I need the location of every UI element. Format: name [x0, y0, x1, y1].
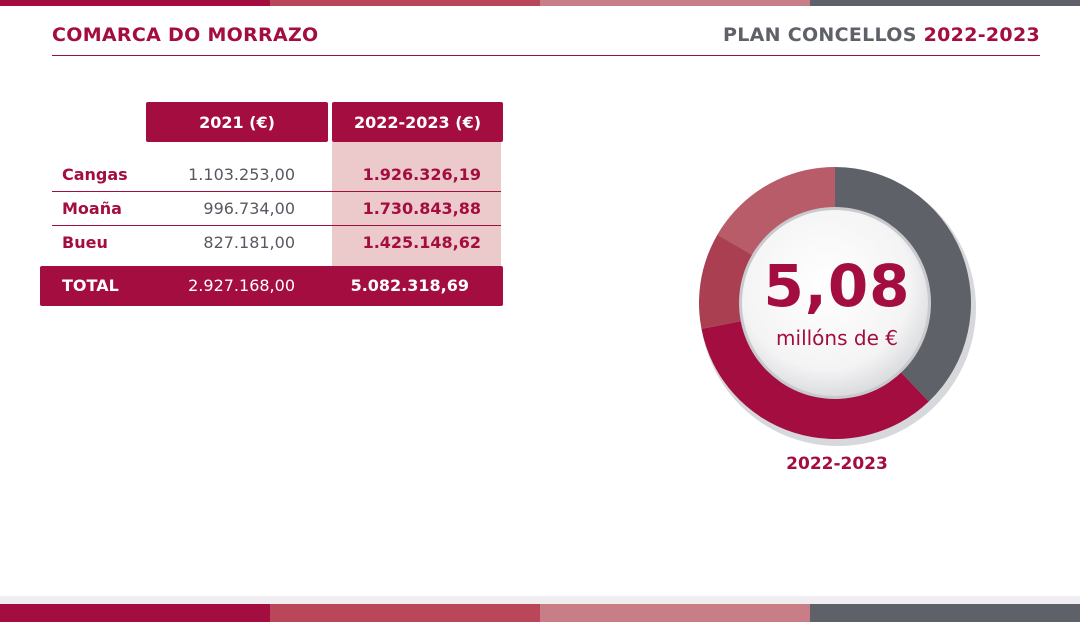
chart-year-label: 2022-2023 [786, 454, 888, 474]
donut-hole [742, 210, 928, 396]
total-amount-unit: millóns de € [776, 326, 898, 350]
stripe-segment [0, 604, 270, 622]
plan-title-label: PLAN CONCELLOS [722, 24, 917, 46]
donut-chart-svg [699, 167, 976, 446]
plan-title-year: 2022-2023 [923, 24, 1040, 46]
stripe-segment [540, 604, 810, 622]
table-row: Cangas 1.103.253,00 1.926.326,19 [52, 158, 503, 192]
row-name: Cangas [62, 165, 128, 184]
header-divider [52, 55, 1040, 56]
row-name: Moaña [62, 199, 122, 218]
top-color-stripe [0, 0, 1080, 6]
row-value-2021: 1.103.253,00 [188, 165, 295, 184]
total-label: TOTAL [62, 276, 119, 295]
total-value-2022-2023: 5.082.318,69 [350, 276, 469, 295]
column-header-2022-2023: 2022-2023 (€) [332, 102, 503, 142]
total-amount-value: 5,08 [763, 252, 911, 320]
stripe-segment [540, 0, 810, 6]
plan-title: PLAN CONCELLOS 2022-2023 [723, 24, 1040, 46]
stripe-segment [270, 604, 540, 622]
total-row: TOTAL 2.927.168,00 5.082.318,69 [40, 266, 503, 306]
row-value-2022-2023: 1.425.148,62 [362, 233, 481, 252]
table-row: Moaña 996.734,00 1.730.843,88 [52, 192, 503, 226]
highlight-column [332, 142, 501, 268]
row-name: Bueu [62, 233, 108, 252]
column-header-2021: 2021 (€) [146, 102, 328, 142]
stripe-segment [810, 604, 1080, 622]
row-value-2021: 827.181,00 [203, 233, 295, 252]
row-value-2022-2023: 1.926.326,19 [362, 165, 481, 184]
row-value-2021: 996.734,00 [203, 199, 295, 218]
stripe-segment [0, 0, 270, 6]
row-divider [52, 225, 501, 226]
region-title: COMARCA DO MORRAZO [52, 24, 319, 46]
table-row: Bueu 827.181,00 1.425.148,62 [52, 226, 503, 260]
total-value-2021: 2.927.168,00 [188, 276, 295, 295]
row-divider [52, 191, 501, 192]
donut-chart: 5,08 millóns de € [692, 160, 982, 450]
footer-band [0, 596, 1080, 604]
bottom-color-stripe [0, 604, 1080, 622]
row-value-2022-2023: 1.730.843,88 [362, 199, 481, 218]
stripe-segment [810, 0, 1080, 6]
stripe-segment [270, 0, 540, 6]
